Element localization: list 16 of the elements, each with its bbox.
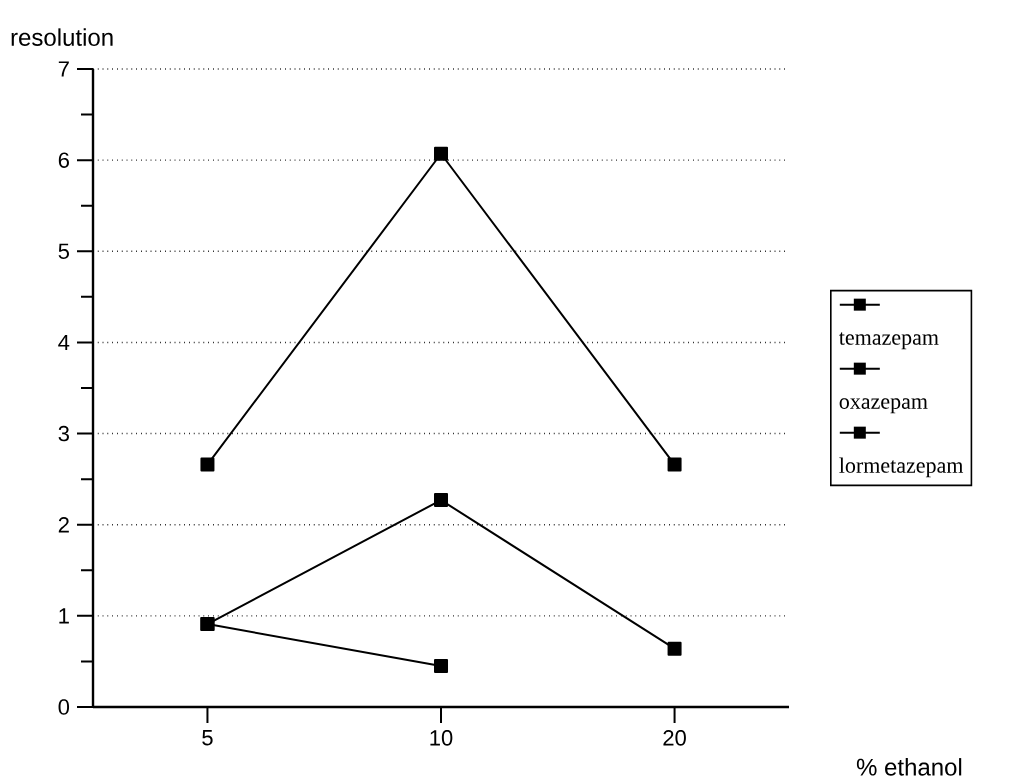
x-tick-label: 10 [430, 730, 453, 746]
y-tick-label: 3 [58, 425, 69, 442]
y-tick-label: 4 [58, 334, 70, 350]
y-tick-label: 6 [58, 152, 69, 168]
y-axis-title: resolution [11, 28, 113, 46]
y-tick-label: 7 [58, 61, 69, 77]
legend-label: temazepam [839, 332, 939, 350]
x-tick-label: 20 [663, 730, 686, 746]
y-tick-label: 2 [58, 517, 69, 533]
legend-label: oxazepam [839, 398, 928, 414]
y-tick-label: 5 [58, 243, 69, 259]
y-tick-label: 1 [59, 608, 69, 624]
x-axis-title: % ethanol [856, 758, 962, 776]
y-tick-label: 0 [58, 699, 70, 715]
x-tick-label: 5 [202, 730, 213, 746]
legend-label: lormetazepam [839, 457, 964, 478]
